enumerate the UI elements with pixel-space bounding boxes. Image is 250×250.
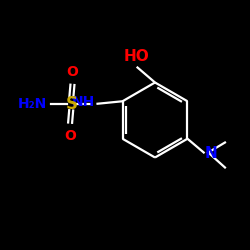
- Text: H₂N: H₂N: [18, 97, 47, 111]
- Text: NH: NH: [72, 96, 95, 110]
- Text: O: O: [66, 65, 78, 79]
- Text: S: S: [65, 95, 77, 113]
- Text: N: N: [205, 146, 218, 161]
- Text: HO: HO: [124, 49, 149, 64]
- Text: O: O: [64, 129, 76, 143]
